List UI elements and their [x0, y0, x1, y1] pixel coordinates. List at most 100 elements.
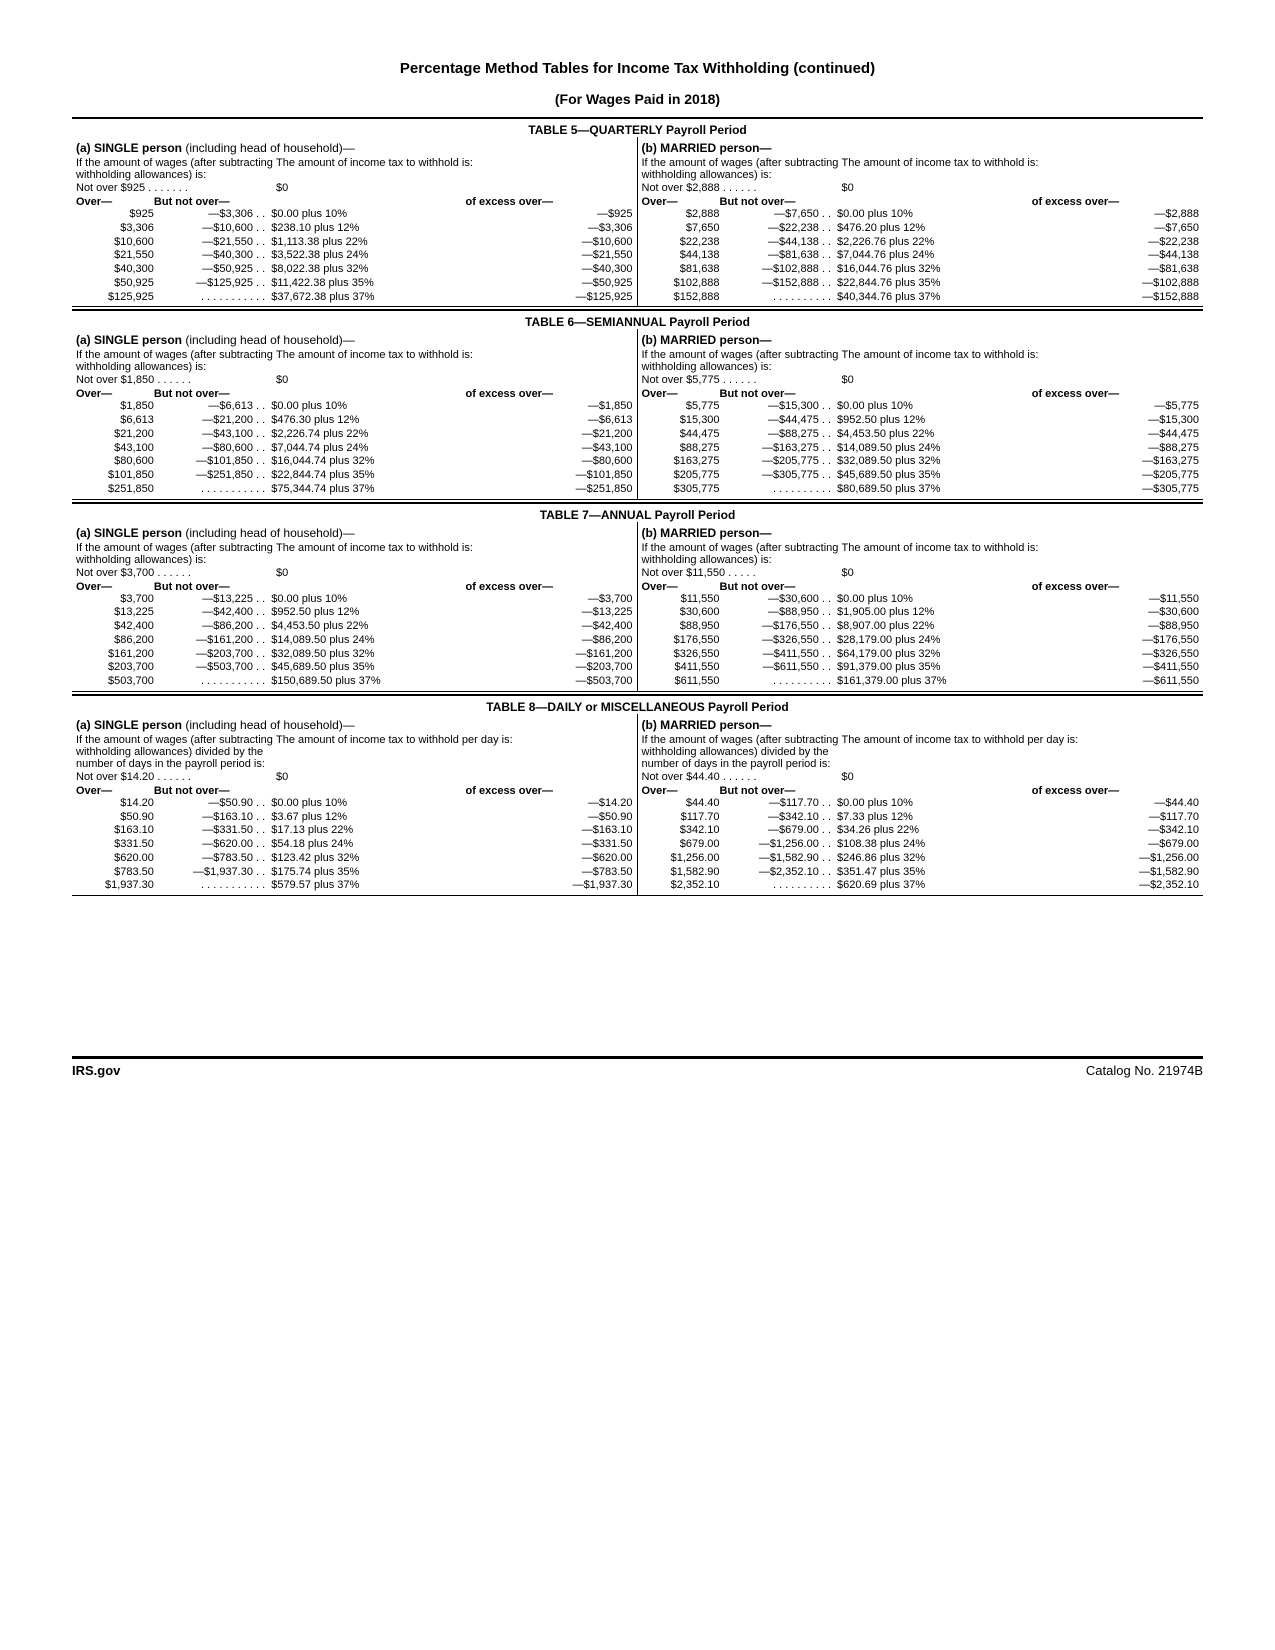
col-header: [831, 785, 1032, 797]
single-heading: (a) SINGLE person (including head of hou…: [76, 333, 633, 347]
not-over-row: Not over $2,888 . . . . . .$0: [642, 182, 1200, 194]
table-row: $3,306—$10,600 . .$238.10 plus 12%—$3,30…: [76, 222, 633, 236]
table-row: $326,550—$411,550 . .$64,179.00 plus 32%…: [642, 648, 1200, 662]
intro-row: If the amount of wages (after subtractin…: [642, 157, 1200, 181]
col-header: Over—: [76, 785, 154, 797]
married-panel: (b) MARRIED person—If the amount of wage…: [638, 329, 1204, 498]
single-panel: (a) SINGLE person (including head of hou…: [72, 714, 638, 895]
footer-site: IRS.gov: [72, 1063, 120, 1078]
col-header: [831, 388, 1032, 400]
table-row: $611,550. . . . . . . . . .$161,379.00 p…: [642, 675, 1200, 689]
page-subtitle: (For Wages Paid in 2018): [72, 91, 1203, 107]
col-header: But not over—: [154, 581, 265, 593]
col-header: Over—: [76, 196, 154, 208]
table-row: $40,300—$50,925 . .$8,022.38 plus 32%—$4…: [76, 263, 633, 277]
table-row: $80,600—$101,850 . .$16,044.74 plus 32%—…: [76, 455, 633, 469]
table-row: $163,275—$205,775 . .$32,089.50 plus 32%…: [642, 455, 1200, 469]
married-panel: (b) MARRIED person—If the amount of wage…: [638, 522, 1204, 691]
col-header: of excess over—: [1032, 785, 1199, 797]
table-row: $14.20—$50.90 . .$0.00 plus 10%—$14.20: [76, 797, 633, 811]
intro-row: If the amount of wages (after subtractin…: [642, 734, 1200, 770]
table-row: $3,700—$13,225 . .$0.00 plus 10%—$3,700: [76, 593, 633, 607]
bracket-table: Over—But not over—of excess over—$14.20—…: [76, 785, 633, 893]
single-heading: (a) SINGLE person (including head of hou…: [76, 718, 633, 732]
col-header: Over—: [76, 581, 154, 593]
intro-row: If the amount of wages (after subtractin…: [642, 542, 1200, 566]
table-row: $10,600—$21,550 . .$1,113.38 plus 22%—$1…: [76, 236, 633, 250]
col-header: [265, 196, 465, 208]
table-row: $5,775—$15,300 . .$0.00 plus 10%—$5,775: [642, 400, 1200, 414]
single-panel: (a) SINGLE person (including head of hou…: [72, 137, 638, 306]
table-row: $86,200—$161,200 . .$14,089.50 plus 24%—…: [76, 634, 633, 648]
single-panel: (a) SINGLE person (including head of hou…: [72, 522, 638, 691]
table-caption: TABLE 8—DAILY or MISCELLANEOUS Payroll P…: [72, 694, 1203, 714]
table-row: $43,100—$80,600 . .$7,044.74 plus 24%—$4…: [76, 442, 633, 456]
not-over-row: Not over $1,850 . . . . . .$0: [76, 374, 633, 386]
table-row: $6,613—$21,200 . .$476.30 plus 12%—$6,61…: [76, 414, 633, 428]
bracket-table: Over—But not over— of excess over—$3,700—…: [76, 581, 633, 689]
page-footer: IRS.gov Catalog No. 21974B: [72, 1056, 1203, 1078]
not-over-row: Not over $14.20 . . . . . .$0: [76, 771, 633, 783]
col-header: of excess over—: [1032, 581, 1199, 593]
intro-row: If the amount of wages (after subtractin…: [76, 157, 633, 181]
table-row: $44,138—$81,638 . .$7,044.76 plus 24%—$4…: [642, 249, 1200, 263]
col-header: Over—: [642, 581, 720, 593]
table-row: $2,352.10. . . . . . . . . .$620.69 plus…: [642, 879, 1200, 893]
not-over-row: Not over $925 . . . . . . .$0: [76, 182, 633, 194]
married-heading: (b) MARRIED person—: [642, 718, 1200, 732]
col-header: [265, 581, 465, 593]
married-heading: (b) MARRIED person—: [642, 333, 1200, 347]
table-caption: TABLE 7—ANNUAL Payroll Period: [72, 502, 1203, 522]
col-header: of excess over—: [1032, 196, 1199, 208]
bracket-table: Over—But not over—of excess over—$925—$3…: [76, 196, 633, 304]
col-header: Over—: [76, 388, 154, 400]
table-row: $1,256.00—$1,582.90 . .$246.86 plus 32%—…: [642, 852, 1200, 866]
married-panel: (b) MARRIED person— If the amount of wage…: [638, 714, 1204, 895]
tables-container: TABLE 5—QUARTERLY Payroll Period (a) SING…: [72, 117, 1203, 896]
table-row: $1,582.90—$2,352.10 . .$351.47 plus 35%—…: [642, 866, 1200, 880]
table-row: $125,925. . . . . . . . . . .$37,672.38 …: [76, 291, 633, 305]
col-header: of excess over—: [466, 581, 633, 593]
table-row: $161,200—$203,700 . .$32,089.50 plus 32%…: [76, 648, 633, 662]
table-row: $117.70—$342.10 . .$7.33 plus 12%—$117.7…: [642, 811, 1200, 825]
bracket-table: Over—But not over— of excess over—$44.40—…: [642, 785, 1200, 893]
col-header: But not over—: [720, 785, 832, 797]
table-row: $203,700—$503,700 . .$45,689.50 plus 35%…: [76, 661, 633, 675]
col-header: [265, 785, 465, 797]
col-header: [831, 196, 1032, 208]
table-row: $88,950—$176,550 . .$8,907.00 plus 22%—$…: [642, 620, 1200, 634]
col-header: of excess over—: [466, 196, 633, 208]
table-row: $102,888—$152,888 . .$22,844.76 plus 35%…: [642, 277, 1200, 291]
bracket-table: Over—But not over—of excess over—$2,888—…: [642, 196, 1200, 304]
table-row: $30,600—$88,950 . .$1,905.00 plus 12%—$3…: [642, 606, 1200, 620]
table-row: $176,550—$326,550 . .$28,179.00 plus 24%…: [642, 634, 1200, 648]
col-header: of excess over—: [466, 785, 633, 797]
table-row: $251,850. . . . . . . . . . .$75,344.74 …: [76, 483, 633, 497]
col-header: Over—: [642, 785, 720, 797]
table-block: (a) SINGLE person (including head of hou…: [72, 137, 1203, 307]
col-header: Over—: [642, 388, 720, 400]
not-over-row: Not over $5,775 . . . . . .$0: [642, 374, 1200, 386]
single-heading: (a) SINGLE person (including head of hou…: [76, 141, 633, 155]
table-row: $44,475—$88,275 . .$4,453.50 plus 22%—$4…: [642, 428, 1200, 442]
table-row: $1,937.30. . . . . . . . . . .$579.57 pl…: [76, 879, 633, 893]
col-header: But not over—: [720, 581, 832, 593]
table-row: $7,650—$22,238 . .$476.20 plus 12%—$7,65…: [642, 222, 1200, 236]
table-block: (a) SINGLE person (including head of hou…: [72, 522, 1203, 692]
table-row: $163.10—$331.50 . .$17.13 plus 22%—$163.…: [76, 824, 633, 838]
table-row: $50,925—$125,925 . .$11,422.38 plus 35%—…: [76, 277, 633, 291]
table-row: $2,888—$7,650 . .$0.00 plus 10%—$2,888: [642, 208, 1200, 222]
intro-row: If the amount of wages (after subtractin…: [76, 542, 633, 566]
table-row: $411,550—$611,550 . .$91,379.00 plus 35%…: [642, 661, 1200, 675]
table-row: $50.90—$163.10 . .$3.67 plus 12%—$50.90: [76, 811, 633, 825]
table-row: $44.40—$117.70 . .$0.00 plus 10%—$44.40: [642, 797, 1200, 811]
table-row: $503,700. . . . . . . . . . .$150,689.50…: [76, 675, 633, 689]
table-row: $305,775. . . . . . . . . .$80,689.50 pl…: [642, 483, 1200, 497]
not-over-row: Not over $11,550 . . . . .$0: [642, 567, 1200, 579]
table-caption: TABLE 5—QUARTERLY Payroll Period: [72, 117, 1203, 137]
table-row: $81,638—$102,888 . .$16,044.76 plus 32%—…: [642, 263, 1200, 277]
footer-catalog: Catalog No. 21974B: [1086, 1063, 1203, 1078]
col-header: Over—: [642, 196, 720, 208]
table-row: $679.00—$1,256.00 . .$108.38 plus 24%—$6…: [642, 838, 1200, 852]
married-panel: (b) MARRIED person—If the amount of wage…: [638, 137, 1204, 306]
